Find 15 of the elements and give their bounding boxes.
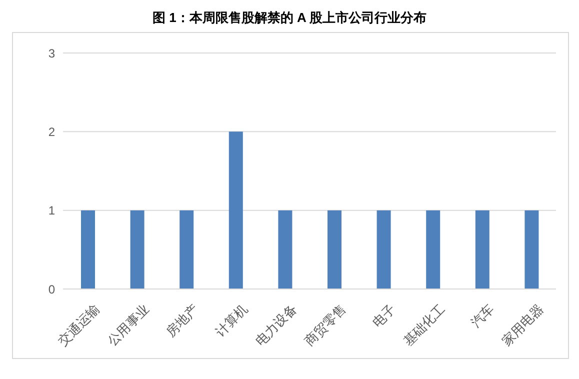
y-tick-label: 3 <box>48 46 56 60</box>
x-tick-label: 基础化工 <box>400 301 448 349</box>
x-tick-label: 汽车 <box>468 301 497 330</box>
x-tick-label: 电力设备 <box>252 301 300 349</box>
x-tick-label: 房地产 <box>162 301 202 340</box>
x-tick-label: 商贸零售 <box>302 301 350 349</box>
y-tick-label: 2 <box>48 124 56 139</box>
x-tick-label: 电子 <box>369 301 398 330</box>
x-tick-label: 交通运输 <box>55 301 103 349</box>
chart-title: 图 1：本周限售股解禁的 A 股上市公司行业分布 <box>152 9 428 27</box>
y-tick-label: 0 <box>48 282 56 296</box>
y-tick-label: 1 <box>48 204 56 218</box>
x-tick-label: 公用事业 <box>104 301 152 349</box>
x-tick-label: 家用电器 <box>498 301 546 349</box>
x-tick-label: 计算机 <box>212 301 250 340</box>
